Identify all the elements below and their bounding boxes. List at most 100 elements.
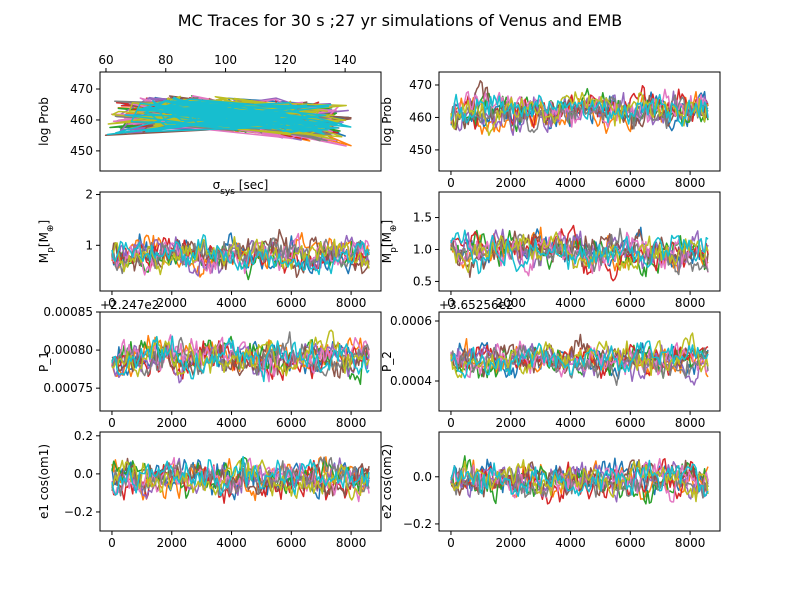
- x-tick-label: 8000: [336, 416, 367, 430]
- axes-frame: [99, 431, 382, 532]
- series-line: [111, 456, 370, 503]
- series-line: [450, 88, 709, 129]
- series-group: [450, 455, 709, 505]
- y-tick-label: 2: [85, 188, 93, 202]
- y-axis-label: Mp[M⊕]: [380, 220, 399, 263]
- x-tick-label: 2000: [495, 176, 526, 190]
- x-tick-label: 4000: [216, 296, 247, 310]
- series-group: [104, 94, 352, 147]
- axis-offset-text: +2.247e2: [100, 298, 159, 312]
- series-line: [106, 96, 352, 136]
- x-tick-label: 8000: [675, 536, 706, 550]
- y-tick-label: 0.2: [74, 429, 93, 443]
- y-tick-label: 470: [70, 82, 93, 96]
- series-line: [450, 91, 709, 137]
- axes-frame: [99, 71, 382, 172]
- x-tick-label: 0: [447, 536, 455, 550]
- x-tick-label: 2000: [156, 536, 187, 550]
- x-tick-label: 2000: [495, 536, 526, 550]
- x-tick-label: 8000: [675, 296, 706, 310]
- y-tick-label: 460: [409, 110, 432, 124]
- axes-frame: [438, 191, 721, 292]
- x-tick-label: 0: [108, 536, 116, 550]
- series-line: [450, 94, 709, 134]
- x-tick-label: 0: [108, 296, 116, 310]
- series-line: [450, 461, 709, 503]
- y-tick-label: −0.2: [64, 505, 93, 519]
- series-line: [111, 237, 370, 275]
- series-group: [450, 224, 709, 282]
- y-tick-label: 0.00075: [43, 381, 93, 395]
- y-axis-label: P_1: [37, 351, 51, 372]
- y-tick-label: 0.00080: [43, 343, 93, 357]
- series-line: [450, 93, 709, 127]
- series-group: [450, 332, 709, 386]
- series-line: [111, 342, 370, 379]
- y-tick-label: 0.5: [413, 274, 432, 288]
- panel-ecos-1-trace: 0 2000 4000 6000 8000 −0.2 0.0 0.2 e1 cos(om1): [37, 429, 382, 550]
- x-tick-label: 2000: [495, 416, 526, 430]
- y-tick-label: 0.0: [413, 470, 432, 484]
- series-group: [111, 455, 370, 504]
- y-tick-label: 1.0: [413, 242, 432, 256]
- axes-frame: [438, 71, 721, 172]
- x-tick-label: 6000: [615, 536, 646, 550]
- x-tick-label: 6000: [615, 176, 646, 190]
- x-tick-label: 6000: [276, 296, 307, 310]
- series-group: [111, 329, 370, 386]
- x-tick-label: 6000: [615, 296, 646, 310]
- x-tick-label: 4000: [216, 416, 247, 430]
- y-tick-label: 0.00085: [43, 305, 93, 319]
- x-tick-label: 8000: [675, 416, 706, 430]
- y-tick-label: 1.5: [413, 211, 432, 225]
- panel-ecos-2-trace: 0 2000 4000 6000 8000 −0.2 0.0 e2 cos(om2): [380, 431, 721, 550]
- series-line: [450, 459, 709, 498]
- y-axis-label: e1 cos(om1): [37, 444, 51, 519]
- series-line: [111, 329, 370, 378]
- panel-period-1-trace: 0 2000 4000 6000 8000 0.00075 0.00080 0.00085 P_…: [37, 298, 382, 430]
- y-axis-label: Mp[M⊕]: [37, 220, 56, 263]
- axis-offset-text: +3.65256e2: [439, 298, 514, 312]
- panel-logprob-trace: 0 2000 4000 6000 8000 450 460 470 log Prob: [380, 71, 721, 190]
- x-tick-label: 0: [447, 416, 455, 430]
- panel-mass-2-trace: 0 2000 4000 6000 8000 0.5 1.0 1.5 Mp[M⊕]: [380, 191, 721, 310]
- y-tick-label: 0.0004: [390, 374, 432, 388]
- x-tick-label: 6000: [615, 416, 646, 430]
- series-line: [450, 340, 709, 379]
- y-tick-label: 1: [85, 238, 93, 252]
- x-tick-label: 4000: [555, 296, 586, 310]
- series-group: [111, 228, 370, 281]
- y-tick-label: 470: [409, 78, 432, 92]
- y-axis-label: e2 cos(om2): [380, 444, 394, 519]
- x-tick-label: 4000: [216, 536, 247, 550]
- x-tick-label: 2000: [156, 416, 187, 430]
- x-tick-label: 0: [447, 176, 455, 190]
- x-tick-label: 6000: [276, 536, 307, 550]
- x-tick-label: 0: [447, 296, 455, 310]
- series-line: [450, 231, 709, 273]
- series-line: [111, 236, 370, 276]
- y-tick-label: −0.2: [403, 517, 432, 531]
- series-group: [450, 80, 709, 137]
- axes-frame: [99, 191, 382, 292]
- axes-frame: [438, 311, 721, 412]
- x-tick-label: 80: [158, 53, 173, 67]
- y-tick-label: 460: [70, 113, 93, 127]
- x-tick-label: 0: [108, 416, 116, 430]
- panel-period-2-trace: 0 2000 4000 6000 8000 0.0004 0.0006 P_2 +3.65256…: [380, 298, 721, 430]
- x-tick-label: 140: [334, 53, 357, 67]
- y-tick-label: 450: [70, 144, 93, 158]
- series-line: [450, 229, 709, 275]
- y-axis-label: P_2: [380, 351, 394, 372]
- axes-frame: [99, 311, 382, 412]
- x-tick-label: 8000: [336, 296, 367, 310]
- series-line: [111, 459, 370, 501]
- y-axis-label: log Prob: [37, 97, 51, 146]
- x-tick-label: 120: [274, 53, 297, 67]
- x-tick-label: 8000: [675, 176, 706, 190]
- y-tick-label: 0.0006: [390, 314, 432, 328]
- x-tick-label: 4000: [555, 176, 586, 190]
